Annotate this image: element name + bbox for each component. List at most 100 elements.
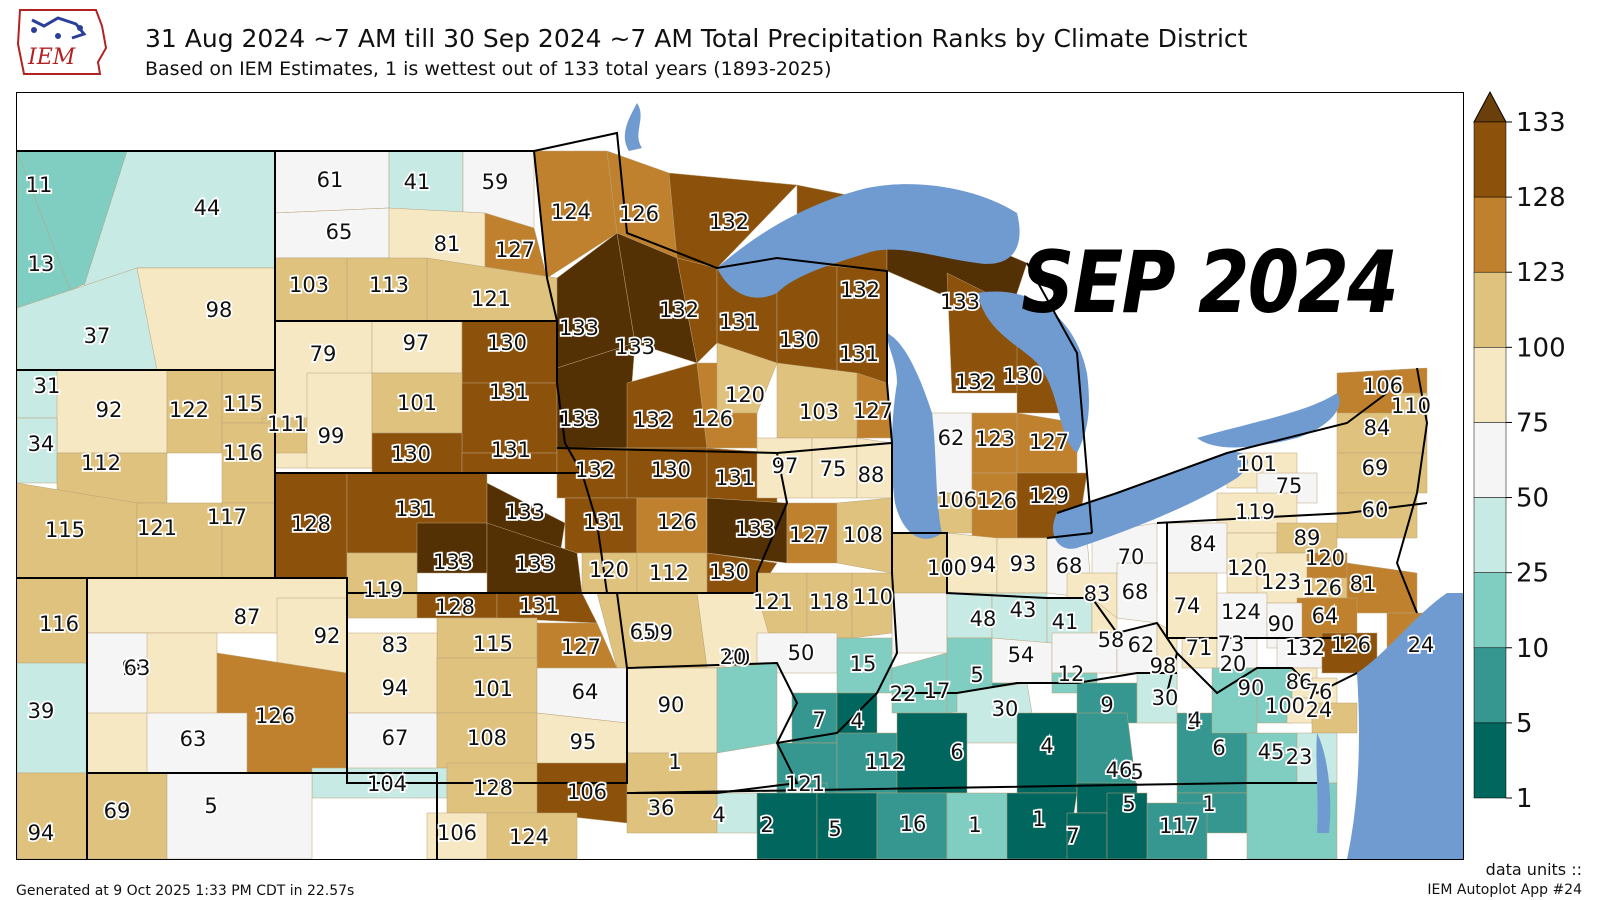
district-rank-label: 131: [519, 594, 559, 618]
district-rank-label: 17: [924, 679, 951, 703]
district-rank-label: 108: [467, 726, 507, 750]
district-rank-label: 127: [789, 523, 829, 547]
district-rank-label: 132: [840, 278, 880, 302]
district-rank-label: 130: [779, 328, 819, 352]
district-rank-label: 5: [1122, 792, 1135, 816]
district-rank-label: 83: [382, 633, 409, 657]
district-rank-label: 120: [725, 383, 765, 407]
colorbar-swatch: [1473, 196, 1507, 273]
district-rank-label: 5: [1186, 710, 1199, 734]
district-rank-label: 127: [853, 399, 893, 423]
district-rank-label: 133: [940, 290, 980, 314]
district-rank-label: 70: [1118, 545, 1145, 569]
district-rank-label: 65: [630, 620, 657, 644]
district-rank-label: 36: [648, 796, 675, 820]
district-rank-label: 6: [1212, 736, 1225, 760]
district-rank-label: 1: [1202, 792, 1215, 816]
district-rank-label: 58: [1098, 628, 1125, 652]
district-rank-label: 9: [1100, 693, 1113, 717]
precipitation-rank-map: 11 44 13 37 98 61 41 59 65 81 127 103 113 121 124 126 13…: [16, 92, 1464, 860]
district-rank-label: 90: [1268, 612, 1295, 636]
state-border: [1176, 652, 1358, 695]
district-rank-label: 81: [1350, 572, 1377, 596]
district-region: [716, 342, 778, 414]
district-rank-label: 131: [583, 510, 623, 534]
district-rank-label: 94: [28, 821, 55, 845]
logo-text: IEM: [27, 45, 76, 70]
district-rank-label: 118: [809, 590, 849, 614]
district-rank-label: 97: [772, 454, 799, 478]
colorbar-tick-label: 1: [1516, 784, 1533, 814]
district-rank-label: 109: [633, 621, 673, 645]
district-rank-label: 130: [651, 458, 691, 482]
district-rank-label: 71: [1186, 636, 1213, 660]
district-region: [1106, 792, 1148, 859]
district-region: [1066, 812, 1108, 859]
district-rank-label: 15: [850, 652, 877, 676]
district-rank-label: 59: [482, 170, 509, 194]
district-rank-label: 117: [1159, 814, 1199, 838]
district-rank-label: 95: [570, 730, 597, 754]
district-rank-label: 64: [572, 680, 599, 704]
district-rank-label: 79: [310, 342, 337, 366]
district-rank-label: 126: [1331, 633, 1371, 657]
district-rank-label: 108: [843, 523, 883, 547]
district-rank-label: 92: [96, 398, 123, 422]
district-rank-label: 123: [1261, 570, 1301, 594]
district-rank-label: 4: [850, 709, 863, 733]
app-name: IEM Autoplot App #24: [1427, 882, 1582, 898]
district-rank-label: 131: [839, 342, 879, 366]
district-rank-label: 31: [34, 374, 61, 398]
colorbar-swatch: [1473, 647, 1507, 724]
colorbar-tick-label: 10: [1516, 634, 1549, 664]
state-border: [626, 782, 1317, 794]
lake-water: [1053, 452, 1248, 549]
district-rank-label: 4: [712, 803, 725, 827]
district-rank-label: 121: [753, 590, 793, 614]
district-region: [891, 592, 948, 654]
district-region: [1006, 792, 1078, 859]
district-rank-label: 130: [391, 442, 431, 466]
district-rank-label: 124: [551, 200, 591, 224]
district-rank-label: 129: [1029, 484, 1069, 508]
district-rank-label: 30: [1152, 686, 1179, 710]
district-rank-label: 121: [785, 772, 825, 796]
district-rank-label: 106: [1363, 374, 1403, 398]
district-rank-label: 106: [937, 488, 977, 512]
district-rank-label: 113: [369, 273, 409, 297]
state-border: [892, 532, 1179, 694]
district-rank-label: 103: [799, 400, 839, 424]
district-rank-label: 39: [28, 699, 55, 723]
district-rank-label: 87: [234, 605, 261, 629]
district-rank-label: 46: [1106, 758, 1133, 782]
iem-logo: IEM: [14, 4, 110, 80]
district-rank-label: 126: [693, 407, 733, 431]
district-rank-label: 116: [39, 612, 79, 636]
district-rank-label: 68: [1056, 554, 1083, 578]
state-border: [776, 441, 899, 744]
colorbar-swatches: [1473, 90, 1507, 799]
district-rank-label: 75: [820, 457, 847, 481]
district-rank-label: 124: [1221, 600, 1261, 624]
district-rank-label: 130: [1003, 364, 1043, 388]
colorbar-tick-label: 100: [1516, 333, 1566, 363]
district-rank-label: 101: [473, 677, 513, 701]
district-rank-label: 90: [1238, 676, 1265, 700]
colorbar-swatch: [1473, 347, 1507, 423]
district-rank-label: 34: [28, 432, 55, 456]
colorbar-legend: 133 128 123 100 75 50 25 10 5 1: [1473, 90, 1566, 814]
lake-water: [1197, 393, 1340, 448]
district-rank-label: 13: [28, 252, 55, 276]
district-rank-label: 106: [567, 780, 607, 804]
colorbar-tick-label: 123: [1516, 258, 1566, 288]
district-rank-label: 16: [900, 812, 927, 836]
district-rank-label: 98: [122, 656, 149, 680]
district-rank-label: 45: [1258, 740, 1285, 764]
district-rank-label: 110: [1391, 394, 1431, 418]
lake-water: [977, 291, 1089, 453]
district-rank-label: 83: [1084, 582, 1111, 606]
district-rank-label: 12: [1058, 662, 1085, 686]
district-rank-label: 41: [404, 170, 431, 194]
district-rank-label: 44: [194, 196, 221, 220]
